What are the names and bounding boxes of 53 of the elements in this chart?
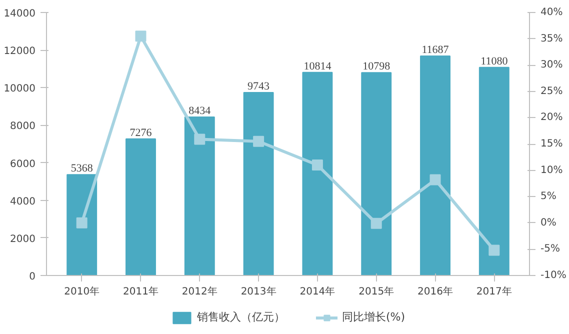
x-tick-label: 2014年 bbox=[300, 286, 336, 298]
y-tick-label: 10000 bbox=[4, 84, 36, 95]
x-tick-label: 2016年 bbox=[418, 286, 453, 298]
data-label: 8434 bbox=[188, 105, 212, 118]
bar bbox=[302, 72, 333, 276]
x-tick-label: 2011年 bbox=[123, 286, 158, 298]
y-tick-label: 4000 bbox=[10, 196, 36, 208]
legend-label: 销售收入（亿元） bbox=[196, 310, 285, 324]
y-tick-label: 6000 bbox=[10, 158, 36, 170]
data-label: 7276 bbox=[130, 126, 152, 139]
data-label: 5368 bbox=[70, 162, 94, 175]
bar bbox=[478, 66, 510, 276]
x-tick-label: 2013年 bbox=[240, 286, 276, 298]
data-label: 10798 bbox=[362, 60, 391, 73]
data-label: 11687 bbox=[422, 44, 450, 56]
y-tick-label: 14000 bbox=[4, 8, 36, 20]
point bbox=[370, 218, 382, 229]
bar bbox=[420, 55, 450, 276]
data-label: 11080 bbox=[480, 55, 508, 68]
legend-label: 同比增长(%) bbox=[342, 310, 406, 324]
point bbox=[430, 174, 441, 186]
y2-tick-label: 20% bbox=[540, 112, 563, 124]
bar bbox=[66, 174, 98, 276]
point bbox=[312, 160, 323, 171]
y2-tick-label: 10% bbox=[540, 164, 563, 176]
y-tick-label: 8000 bbox=[10, 121, 36, 132]
y2-tick-label: 40% bbox=[540, 7, 563, 18]
y2-tick-label: 35% bbox=[540, 33, 563, 44]
bar bbox=[243, 92, 274, 276]
y2-tick-label: 30% bbox=[540, 60, 563, 71]
point bbox=[488, 244, 500, 256]
bar bbox=[361, 72, 392, 276]
point bbox=[253, 136, 264, 147]
y-tick-label: 0 bbox=[29, 272, 36, 282]
bar bbox=[126, 138, 156, 276]
point bbox=[76, 217, 88, 228]
x-tick-label: 2015年 bbox=[358, 286, 394, 298]
y2-tick-label: 15% bbox=[540, 138, 563, 150]
point bbox=[135, 30, 146, 42]
y-tick-label: 2000 bbox=[10, 234, 36, 245]
x-tick-label: 2010年 bbox=[64, 286, 100, 298]
x-tick-label: 2017年 bbox=[476, 286, 512, 298]
point bbox=[194, 134, 206, 145]
bar bbox=[184, 116, 215, 276]
y2-tick-label: 0% bbox=[540, 217, 556, 228]
y2-tick-label: -5% bbox=[540, 244, 560, 255]
data-label: 9743 bbox=[248, 80, 270, 92]
x-tick-label: 2012年 bbox=[182, 286, 218, 298]
y2-tick-label: -10% bbox=[540, 270, 566, 281]
y2-tick-label: 5% bbox=[540, 191, 556, 202]
data-label: 10814 bbox=[304, 60, 332, 72]
y-tick-label: 12000 bbox=[4, 46, 36, 58]
y2-tick-label: 25% bbox=[540, 86, 563, 97]
